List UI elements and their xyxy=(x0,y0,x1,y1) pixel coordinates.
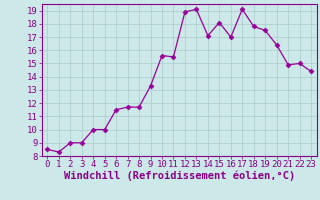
X-axis label: Windchill (Refroidissement éolien,°C): Windchill (Refroidissement éolien,°C) xyxy=(64,171,295,181)
